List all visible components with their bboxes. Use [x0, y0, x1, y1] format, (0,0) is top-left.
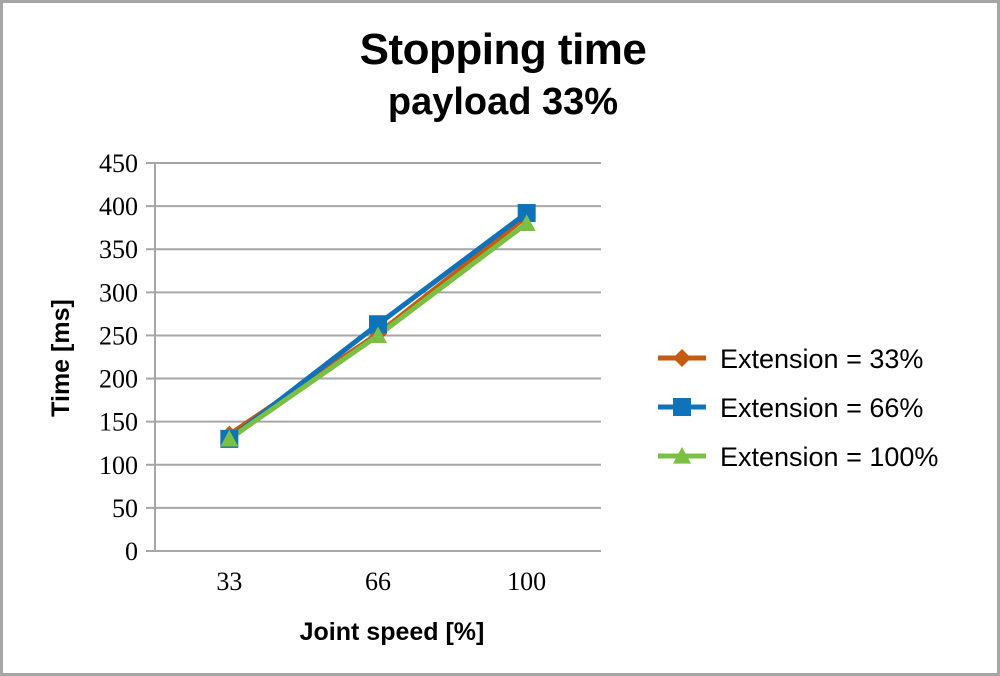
- chart-plot: 0 50 100 150 200 250 300 350 400 450 33 66 100 Time…: [47, 149, 938, 646]
- gridlines-group: [155, 162, 601, 552]
- data-point-marker: [369, 326, 387, 344]
- y-axis-tick-label: 450: [99, 149, 138, 178]
- ytick-labels-group: 0 50 100 150 200 250 300 350 400 450: [99, 149, 138, 566]
- data-point-marker: [673, 447, 691, 464]
- chart-title: Stopping time: [359, 25, 647, 74]
- legend-label: Extension = 100%: [720, 442, 938, 472]
- x-axis-tick-label: 33: [216, 567, 242, 596]
- chart-subtitle: payload 33%: [387, 81, 619, 123]
- y-axis-tick-label: 300: [99, 278, 138, 307]
- data-point-marker: [673, 349, 691, 367]
- x-axis-tick-label: 66: [365, 567, 391, 596]
- data-point-marker: [673, 398, 691, 416]
- y-axis-tick-label: 250: [99, 321, 138, 350]
- y-axis-tick-label: 200: [99, 365, 138, 394]
- y-axis-title: Time [ms]: [47, 299, 75, 417]
- axis-titles-group: Time [ms] Joint speed [%]: [47, 299, 484, 646]
- y-axis-tick-label: 350: [99, 235, 138, 264]
- data-point-marker: [220, 429, 239, 447]
- data-point-marker: [517, 204, 536, 223]
- legend-label: Extension = 33%: [720, 344, 923, 374]
- y-axis-tick-label: 50: [112, 494, 138, 523]
- y-axis-tick-label: 400: [99, 192, 138, 221]
- legend: Extension = 33% Extension = 66% Extension …: [658, 344, 938, 472]
- x-axis-tick-label: 100: [507, 567, 546, 596]
- data-point-marker: [369, 315, 387, 334]
- y-axis-tick-label: 150: [99, 408, 138, 437]
- y-axis-tick-label: 0: [125, 537, 138, 566]
- data-point-marker: [517, 214, 536, 232]
- y-axis-tick-label: 100: [99, 451, 138, 480]
- legend-label: Extension = 66%: [720, 393, 923, 423]
- ticks-group: [146, 162, 155, 552]
- axis-lines-group: [154, 163, 601, 552]
- series-group: [220, 204, 536, 448]
- xtick-labels-group: 33 66 100: [216, 567, 546, 596]
- x-axis-title: Joint speed [%]: [300, 618, 485, 646]
